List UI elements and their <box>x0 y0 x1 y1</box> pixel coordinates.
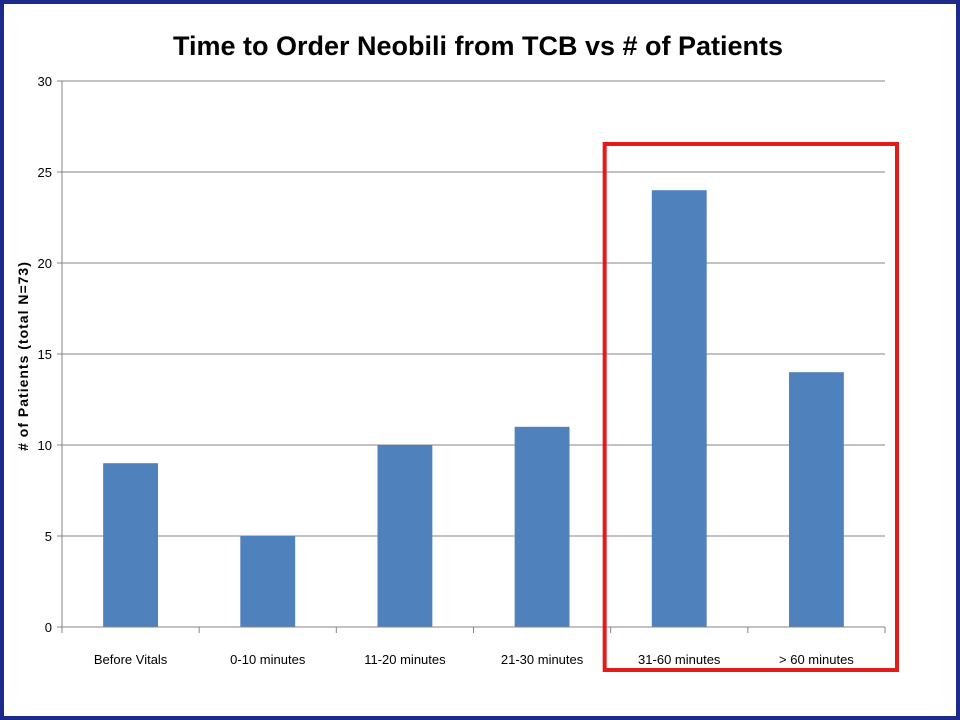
y-axis-label: # of Patients (total N=73) <box>15 261 31 451</box>
bar <box>514 426 570 627</box>
y-tick-label: 15 <box>38 347 52 362</box>
x-category-labels: Before Vitals 0-10 minutes 11-20 minutes 21… <box>94 652 854 667</box>
x-category-label: 0-10 minutes <box>230 652 306 667</box>
bar <box>240 536 296 627</box>
y-tick-label: 25 <box>38 165 52 180</box>
y-tick-label: 20 <box>38 256 52 271</box>
bar <box>788 372 844 627</box>
y-tick-label: 5 <box>45 529 52 544</box>
y-tick-label: 30 <box>38 74 52 89</box>
axes <box>57 80 886 633</box>
bar <box>651 190 707 627</box>
bar <box>377 445 433 627</box>
y-tick-labels: 0 5 10 15 20 25 30 <box>38 74 52 635</box>
x-category-label: 31-60 minutes <box>638 652 721 667</box>
y-tick-label: 0 <box>45 620 52 635</box>
chart-title: Time to Order Neobili from TCB vs # of P… <box>173 31 783 61</box>
x-category-label: 11-20 minutes <box>364 652 446 667</box>
bars <box>103 190 844 627</box>
y-tick-label: 10 <box>38 438 52 453</box>
highlight-box <box>602 142 900 672</box>
x-category-label: Before Vitals <box>94 652 168 667</box>
x-category-label: 21-30 minutes <box>501 652 584 667</box>
bar <box>103 463 159 627</box>
gridlines <box>62 80 885 537</box>
x-category-label: > 60 minutes <box>779 652 854 667</box>
